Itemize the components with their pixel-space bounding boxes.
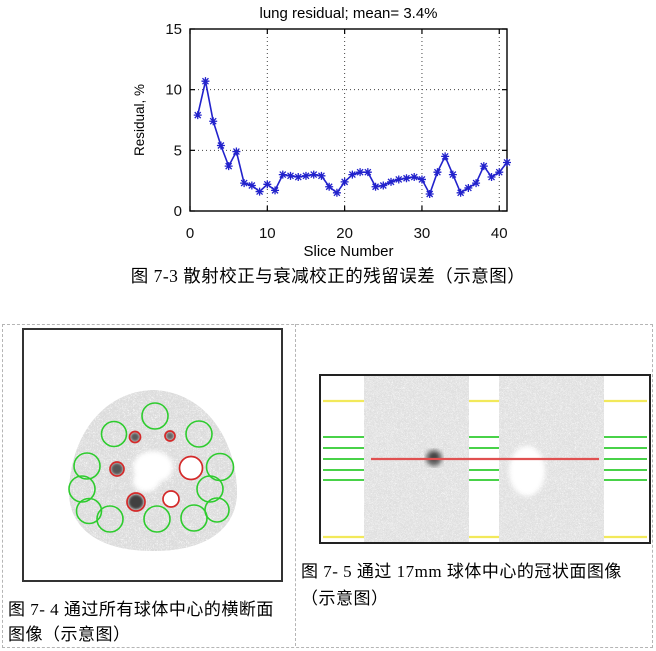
svg-text:20: 20	[336, 225, 353, 242]
figure-table-border	[2, 324, 653, 648]
cold-sphere-small	[163, 491, 179, 507]
phantom-coronal-graphic	[321, 376, 649, 542]
cold-region	[509, 446, 545, 496]
roi-circles	[68, 402, 235, 533]
svg-text:30: 30	[414, 225, 431, 242]
lung-insert-region-2	[133, 470, 159, 492]
figure-7-3-caption: 图 7-3 散射校正与衰减校正的残留误差（示意图）	[130, 266, 526, 286]
svg-text:0: 0	[174, 203, 182, 220]
svg-text:15: 15	[165, 21, 182, 38]
svg-text:Residual, %: Residual, %	[132, 84, 147, 156]
svg-text:40: 40	[491, 225, 508, 242]
residual-line-chart: 0 10 20 30 40 0 5 10 15 lung residual; mean= 3.4%…	[132, 5, 511, 260]
figure-table-divider	[295, 324, 296, 646]
figure-7-4-caption: 图 7- 4 通过所有球体中心的横断面图像（示意图）	[8, 600, 274, 644]
phantom-body-noise	[69, 390, 237, 551]
hot-sphere-spots	[111, 432, 174, 510]
figure-7-5-image	[319, 374, 651, 544]
figure-7-5-caption: 图 7- 5 通过 17mm 球体中心的冠状面图像（示意图）	[301, 562, 622, 608]
svg-text:5: 5	[174, 142, 182, 159]
svg-text:10: 10	[165, 82, 182, 99]
figure-7-4-image	[22, 328, 283, 582]
figure-7-3-chart: 0 10 20 30 40 0 5 10 15 lung residual; mean= 3.4%…	[120, 2, 532, 262]
svg-text:Slice Number: Slice Number	[303, 243, 393, 260]
svg-text:lung residual; mean= 3.4%: lung residual; mean= 3.4%	[259, 5, 437, 22]
svg-text:10: 10	[259, 225, 276, 242]
svg-text:0: 0	[186, 225, 194, 242]
phantom-transaxial-graphic	[68, 390, 237, 551]
cold-sphere-large	[180, 457, 202, 479]
